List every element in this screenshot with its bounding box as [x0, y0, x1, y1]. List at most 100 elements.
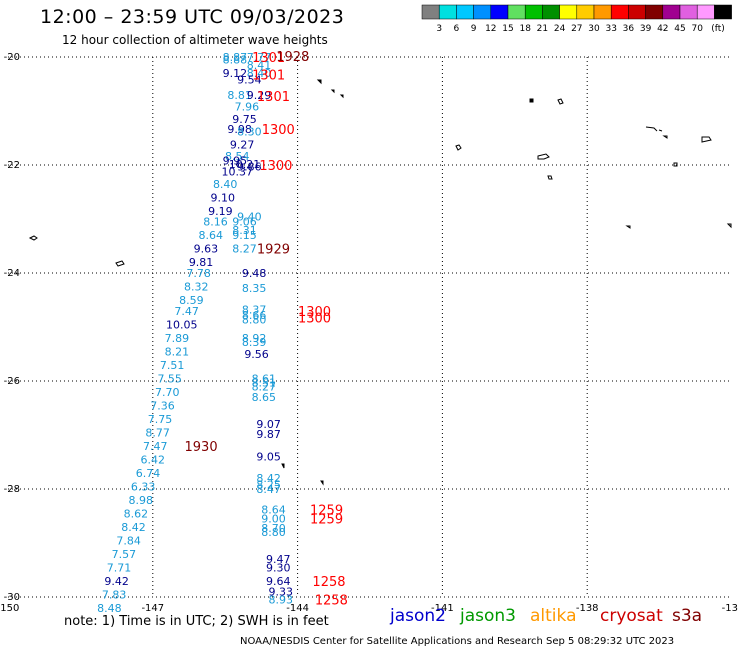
wave-height-label: 8.64 — [198, 229, 223, 242]
wave-height-label: 9.33 — [268, 586, 293, 599]
wave-height-label: 7.71 — [107, 561, 132, 574]
wave-height-label: 8.98 — [128, 494, 153, 507]
wave-height-label: 7.78 — [186, 267, 211, 280]
time-label: 1258 — [312, 575, 345, 590]
colorbar-swatch — [645, 4, 664, 20]
wave-height-label: 8.66 — [242, 309, 267, 322]
lat-lon-grid — [8, 56, 732, 598]
wave-height-label: 10.05 — [166, 318, 198, 331]
wave-height-label: 8.80 — [261, 526, 286, 539]
colorbar-swatch — [507, 4, 526, 20]
wave-height-label: 8.39 — [242, 336, 267, 349]
wave-height-label: 8.70 — [261, 522, 286, 535]
wave-height-label: 9.00 — [261, 513, 286, 526]
colorbar-label: 27 — [571, 24, 582, 34]
wave-height-label: 9.64 — [266, 575, 291, 588]
island-outline — [281, 463, 324, 486]
wave-height-label: 8.92 — [242, 332, 267, 345]
wave-height-label: 8.61 — [252, 372, 277, 385]
lat-tick-label: -22 — [4, 160, 20, 171]
legend-sat-jason3: jason3 — [460, 606, 516, 626]
wave-height-label: 9.06 — [232, 216, 257, 229]
colorbar-label: 33 — [605, 24, 616, 34]
credit-line: NOAA/NESDIS Center for Satellite Applica… — [240, 636, 675, 647]
wave-height-label: 9.12 — [223, 67, 248, 80]
wave-height-label: 8.16 — [203, 216, 228, 229]
legend-sat-cryosat: cryosat — [600, 606, 663, 626]
wave-height-label: 9.63 — [194, 243, 219, 256]
lon-tick-label: -138 — [576, 603, 599, 614]
wave-height-label: 8.25 — [256, 479, 281, 492]
lat-tick-label: -28 — [4, 484, 20, 495]
lat-tick-label: -20 — [4, 52, 20, 63]
time-label: 1301 — [252, 68, 285, 83]
wave-height-label: 8.21 — [165, 345, 190, 358]
wave-height-label: 7.57 — [112, 548, 137, 561]
island-outlines — [28, 79, 732, 486]
wave-height-label: 8.59 — [179, 294, 204, 307]
island-outline — [673, 162, 678, 167]
wave-height-label: 9.47 — [266, 553, 291, 566]
time-label: 1928 — [276, 50, 309, 65]
island-outline — [662, 135, 668, 139]
lat-tick-label: -30 — [4, 592, 20, 603]
wave-height-label: 9.30 — [266, 561, 291, 574]
time-label: 1930 — [185, 440, 218, 455]
wave-height-label: 7.84 — [116, 534, 141, 547]
colorbar-swatch — [456, 4, 474, 20]
wave-height-label: 9.86 — [237, 161, 262, 174]
wave-height-label: 9.54 — [237, 74, 262, 87]
wave-height-label: 8.80 — [242, 313, 267, 326]
wave-height-label: 9.81 — [189, 256, 214, 269]
time-label: 1301 — [252, 51, 285, 66]
wave-height-label: 8.35 — [242, 282, 267, 295]
wave-height-label: 8.77 — [145, 426, 170, 439]
island-outline — [557, 98, 564, 105]
time-label: 1300 — [298, 311, 331, 326]
lon-tick-label: -150 — [0, 603, 19, 614]
wave-height-label: 8.93 — [268, 594, 293, 607]
island-outline — [28, 235, 38, 241]
wave-height-label: 7.89 — [165, 332, 190, 345]
colorbar-swatch — [524, 4, 543, 20]
wave-height-label: 9.56 — [244, 348, 269, 361]
wave-height-label: 9.87 — [256, 428, 281, 441]
lat-tick-label: -26 — [4, 376, 20, 387]
wave-height-label: 9.98 — [227, 123, 252, 136]
wave-height-label: 9.48 — [242, 267, 267, 280]
wave-height-label: 10.37 — [222, 165, 254, 178]
colorbar-label: 36 — [623, 24, 635, 34]
colorbar-swatch — [576, 4, 595, 20]
time-label: 1301 — [257, 90, 290, 105]
colorbar-label: 42 — [657, 24, 668, 34]
colorbar-label: 30 — [588, 24, 600, 34]
wave-height-label: 7.55 — [157, 372, 182, 385]
colorbar-swatch — [421, 4, 440, 20]
wave-height-label: 7.47 — [143, 440, 168, 453]
page-title: 12:00 – 23:59 UTC 09/03/2023 — [40, 6, 345, 28]
wave-height-label: 8.87 — [223, 51, 248, 64]
colorbar-label: 39 — [640, 24, 652, 34]
wave-height-label: 9.15 — [232, 229, 257, 242]
wave-height-label: 7.77 — [247, 51, 272, 64]
wave-height-label: 9.40 — [237, 210, 262, 223]
island-outline — [726, 223, 732, 229]
wave-height-label: 8.40 — [213, 178, 238, 191]
island-outline — [115, 260, 125, 267]
wave-height-label: 8.47 — [256, 483, 281, 496]
wave-height-label: 9.75 — [232, 113, 257, 126]
colorbar-swatch — [679, 4, 698, 20]
legend-sat-jason2: jason2 — [390, 606, 446, 626]
colorbar-label: 9 — [471, 24, 477, 34]
island-outline — [547, 175, 553, 180]
colorbar-label: 3 — [436, 24, 442, 34]
wave-height-label: 7.96 — [235, 101, 260, 114]
wave-height-label: 9.42 — [104, 575, 129, 588]
wave-height-label: 8.41 — [247, 59, 272, 72]
page-subtitle: 12 hour collection of altimeter wave hei… — [62, 33, 328, 47]
sat-label: cryosat — [600, 606, 663, 626]
time-label: 1300 — [262, 123, 295, 138]
colorbar-unit: (ft) — [711, 24, 725, 34]
